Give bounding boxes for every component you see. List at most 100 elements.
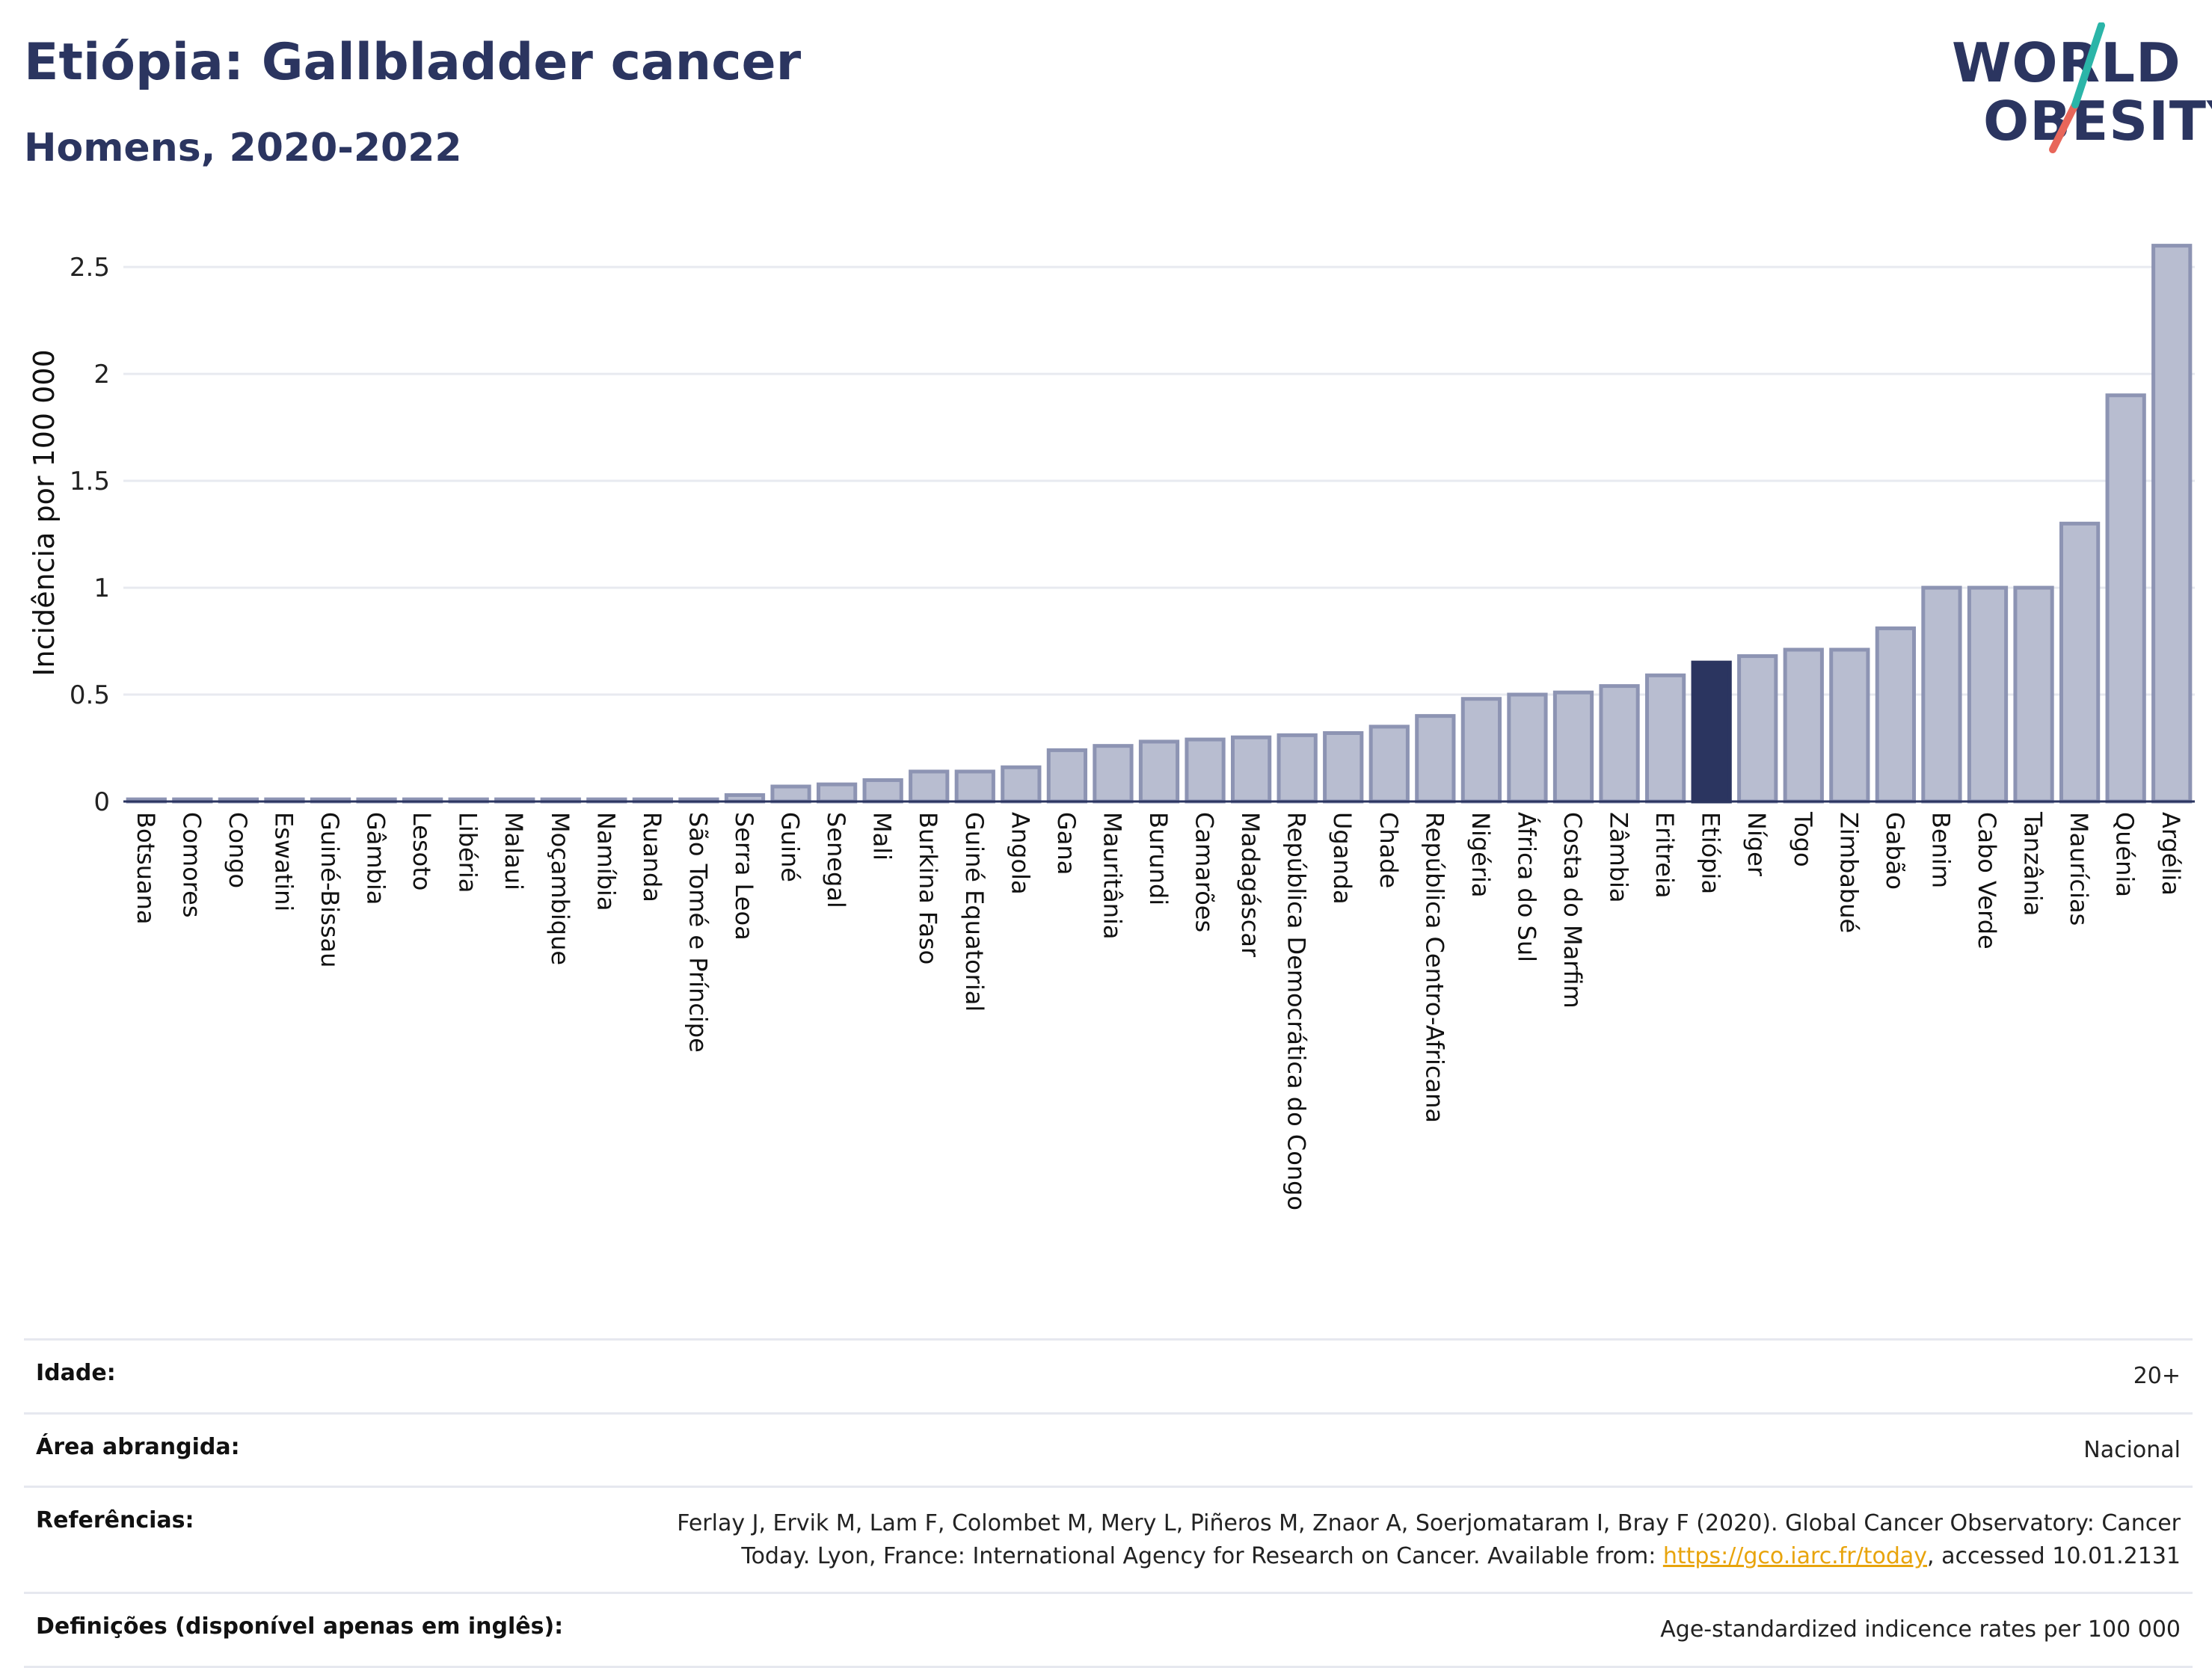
bar [1138, 739, 1180, 804]
x-category-label: Gâmbia [362, 812, 390, 905]
meta-row-age: Idade: 20+ [24, 1338, 2193, 1412]
y-axis-title: Incidência por 100 000 [28, 349, 61, 676]
x-category-label: Guiné [776, 812, 805, 882]
bar [1093, 744, 1134, 804]
x-category-label: Togo [1789, 811, 1817, 867]
meta-value: Ferlay J, Ervik M, Lam F, Colombet M, Me… [610, 1507, 2181, 1572]
meta-value: Nacional [2083, 1436, 2181, 1463]
x-category-label: Gabão [1881, 812, 1909, 890]
logo-slash-icon [2049, 22, 2105, 153]
x-category-label: Níger [1742, 812, 1771, 877]
x-category-label: Maurícias [2065, 812, 2093, 926]
x-category-label: Ruanda [638, 812, 666, 902]
x-category-label: República Centro-Africana [1420, 812, 1448, 1123]
bar [1967, 585, 2009, 804]
x-category-label: São Tomé e Príncipe [683, 812, 712, 1053]
meta-label: Referências: [36, 1507, 194, 1533]
x-category-label: Angola [1006, 812, 1034, 895]
bar [1185, 737, 1226, 804]
y-tick-label: 2.5 [70, 253, 110, 283]
bar [1644, 673, 1686, 804]
bar [1829, 647, 1870, 804]
x-category-label: Argélia [2157, 812, 2185, 896]
meta-row-definitions: Definições (disponível apenas em inglês)… [24, 1592, 2193, 1668]
world-obesity-logo: WORLD OBESITY [1944, 22, 2212, 164]
x-category-label: Zâmbia [1605, 812, 1633, 903]
y-tick-label: 0 [93, 787, 110, 817]
x-category-label: Madagáscar [1236, 812, 1265, 958]
logo-line1: WORLD [1952, 31, 2181, 94]
x-category-label: Costa do Marfim [1558, 812, 1587, 1009]
bar [1552, 690, 1594, 804]
chart-subtitle: Homens, 2020-2022 [24, 126, 462, 170]
meta-row-area: Área abrangida: Nacional [24, 1412, 2193, 1486]
reference-accessed: , accessed 10.01.2131 [1927, 1542, 2181, 1569]
y-tick-labels: 0 0.5 1 1.5 2 2.5 [70, 253, 110, 817]
x-category-label: Burundi [1144, 812, 1173, 905]
bar [2013, 585, 2054, 804]
reference-link[interactable]: https://gco.iarc.fr/today [1662, 1542, 1928, 1569]
x-category-label: Eritreia [1650, 812, 1679, 898]
x-category-label: Guiné-Bissau [316, 812, 344, 967]
x-category-label: Congo [224, 812, 252, 888]
x-category-label: Burkina Faso [914, 812, 942, 964]
bar [1323, 731, 1364, 804]
bar [1046, 748, 1088, 804]
x-category-label: Zimbabué [1834, 812, 1863, 933]
bar [1599, 684, 1640, 804]
x-category-label: Quénia [2111, 812, 2139, 897]
x-category-label: Senegal [822, 812, 850, 908]
meta-label: Área abrangida: [36, 1433, 240, 1460]
bar [1230, 735, 1272, 804]
bar [1783, 647, 1824, 804]
x-category-label: República Democrática do Congo [1282, 812, 1311, 1210]
x-category-label: Mauritânia [1098, 812, 1126, 939]
bar [909, 769, 950, 804]
x-category-label: Cabo Verde [1973, 812, 2001, 950]
bar [770, 784, 811, 804]
y-tick-label: 2 [93, 360, 110, 390]
bar [1921, 585, 1962, 804]
x-category-label: Moçambique [546, 812, 574, 965]
x-category-label: Serra Leoa [730, 812, 758, 941]
x-category-label: Guiné Equatorial [960, 812, 989, 1012]
x-category-label: Camarões [1191, 812, 1219, 932]
bar [954, 769, 995, 804]
x-category-label: Libéria [454, 812, 482, 893]
bar [1368, 724, 1410, 804]
x-category-label: Gana [1052, 812, 1081, 875]
x-category-label: Eswatini [269, 812, 298, 911]
x-category-label: Botsuana [132, 812, 160, 925]
x-category-label: África do Sul [1512, 812, 1540, 962]
bar [816, 782, 858, 804]
y-tick-label: 1.5 [70, 467, 110, 496]
bar [1415, 714, 1456, 804]
gridlines [123, 265, 2195, 696]
bar-highlight [1691, 660, 1732, 804]
bar-chart: 0 0.5 1 1.5 2 2.5 Botsuana Comores Congo Eswatin… [28, 244, 2195, 1210]
x-category-label: Namíbia [592, 812, 620, 911]
x-category-label: Chade [1374, 812, 1403, 888]
meta-label: Idade: [36, 1360, 116, 1386]
meta-value: 20+ [2133, 1363, 2181, 1389]
x-category-label: Comores [177, 812, 206, 917]
bar [2151, 244, 2193, 804]
y-tick-label: 1 [93, 573, 110, 603]
bar [1460, 697, 1502, 804]
bar [1507, 692, 1548, 804]
reference-text: Ferlay J, Ervik M, Lam F, Colombet M, Me… [677, 1510, 2181, 1569]
x-category-label: Nigéria [1466, 812, 1495, 897]
x-category-labels: Botsuana Comores Congo Eswatini Guiné-Bissau… [132, 811, 2185, 1210]
chart-title: Etiópia: Gallbladder cancer [24, 33, 802, 92]
bars [123, 244, 2195, 804]
bar [862, 778, 903, 804]
meta-value: Age-standardized indicence rates per 100… [1660, 1616, 2181, 1643]
bar [1276, 733, 1318, 804]
meta-row-references: Referências: Ferlay J, Ervik M, Lam F, C… [24, 1486, 2193, 1592]
bar [1737, 654, 1778, 804]
x-category-label: Etiópia [1697, 812, 1725, 894]
metadata-table: Idade: 20+ Área abrangida: Nacional Refe… [24, 1338, 2193, 1668]
x-category-label: Malaui [500, 812, 528, 890]
bar [1001, 765, 1042, 804]
x-category-label: Uganda [1328, 812, 1357, 905]
